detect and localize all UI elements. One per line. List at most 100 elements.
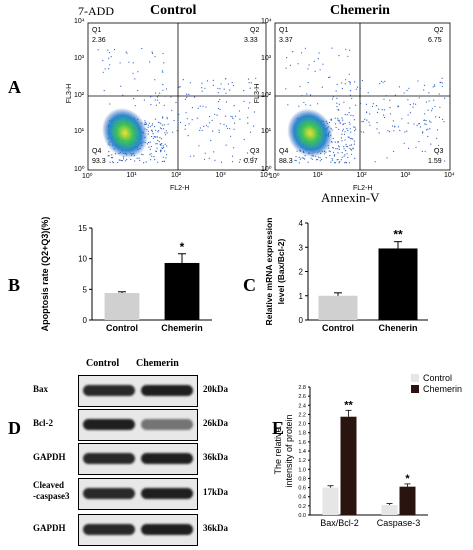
scatter-point [143, 99, 145, 101]
scatter-point [337, 141, 339, 143]
scatter-point [151, 155, 153, 157]
scatter-point [226, 127, 229, 129]
wb-band [83, 524, 135, 535]
scatter-point [186, 93, 188, 95]
wb-col-chemerin: Chemerin [136, 358, 179, 369]
scatter-point [108, 151, 110, 153]
scatter-point [166, 154, 168, 156]
scatter-point [336, 159, 338, 161]
scatter-point [338, 162, 340, 164]
scatter-point [292, 51, 294, 53]
y-tick-label: 1.4 [298, 449, 306, 455]
y-tick-label: 5 [83, 285, 88, 294]
scatter-point [344, 113, 346, 116]
x-tick-label: 10⁴ [444, 172, 455, 179]
scatter-point [434, 148, 436, 150]
scatter-point [338, 146, 340, 148]
scatter-point [427, 109, 429, 111]
scatter-point [164, 150, 166, 152]
scatter-point [160, 123, 162, 125]
scatter-point [206, 80, 208, 82]
scatter-point [434, 85, 436, 87]
scatter-point [332, 137, 334, 140]
scatter-point [344, 131, 346, 133]
scatter-point [409, 104, 411, 106]
scatter-point [350, 131, 352, 133]
scatter-point [161, 116, 164, 118]
scatter-point [134, 78, 136, 80]
scatter-point [423, 84, 425, 86]
scatter-point [371, 105, 374, 108]
scatter-point [335, 90, 337, 92]
scatter-point [132, 72, 134, 74]
scatter-point [319, 157, 321, 159]
mrna-bar-chart: 0 1 2 3 4 Control Chenerin ** Relative mRNA expr… [264, 218, 428, 333]
scatter-point [355, 88, 357, 90]
scatter-point [253, 125, 255, 127]
scatter-point [140, 153, 142, 155]
scatter-point [412, 106, 414, 108]
x-stain-label: Annexin-V [321, 190, 380, 205]
scatter-point [330, 119, 332, 121]
scatter-point [409, 112, 411, 114]
scatter-point [162, 156, 164, 158]
scatter-point [238, 161, 241, 163]
scatter-point [248, 82, 250, 84]
scatter-point [139, 159, 141, 161]
scatter-point [154, 118, 157, 120]
y-axis-label: Relative mRNA expression [264, 218, 274, 326]
scatter-point [441, 82, 443, 84]
wb-row-label: Bcl-2 [33, 418, 53, 428]
y-tick-label: 0.6 [298, 486, 306, 492]
scatter-point [217, 92, 219, 94]
y-axis-label: level (Bax/Bcl-2) [276, 238, 286, 304]
scatter-point [225, 144, 227, 146]
density-cluster [101, 107, 149, 159]
scatter-point [424, 150, 426, 152]
scatter-point [361, 79, 363, 82]
scatter-point [307, 161, 309, 163]
q1-value: 2.36 [92, 37, 106, 44]
scatter-point [156, 96, 158, 98]
y-tick-label: 3 [299, 243, 304, 252]
scatter-point [235, 115, 237, 117]
scatter-point [165, 157, 167, 159]
scatter-point [440, 81, 442, 83]
scatter-point [356, 86, 359, 88]
scatter-point [348, 162, 350, 164]
scatter-point [108, 57, 110, 59]
wb-blot-panel [78, 478, 198, 510]
scatter-point [349, 81, 351, 83]
scatter-point [249, 131, 252, 133]
scatter-point [365, 103, 367, 105]
scatter-point [128, 61, 130, 63]
scatter-point [362, 131, 365, 133]
scatter-point [341, 87, 343, 90]
scatter-point [163, 62, 165, 64]
scatter-point [157, 161, 159, 163]
scatter-point [196, 117, 198, 119]
scatter-point [349, 123, 351, 125]
scatter-point [347, 156, 349, 158]
scatter-point [107, 68, 110, 70]
scatter-point [155, 150, 157, 152]
scatter-point [438, 116, 441, 118]
scatter-point [386, 157, 388, 159]
scatter-point [403, 142, 405, 144]
scatter-point [159, 92, 161, 94]
wb-band [83, 385, 135, 396]
scatter-point [179, 86, 181, 88]
scatter-point [421, 150, 423, 152]
scatter-point [151, 51, 153, 53]
scatter-point [246, 152, 248, 154]
scatter-point [176, 130, 178, 132]
scatter-point [349, 107, 351, 109]
y-tick-label: 2.2 [298, 412, 306, 418]
scatter-point [397, 126, 399, 128]
scatter-point [160, 151, 162, 153]
scatter-point [388, 131, 391, 133]
scatter-point [339, 122, 341, 124]
scatter-point [164, 143, 166, 145]
scatter-point [161, 160, 163, 163]
scatter-point [315, 159, 318, 161]
